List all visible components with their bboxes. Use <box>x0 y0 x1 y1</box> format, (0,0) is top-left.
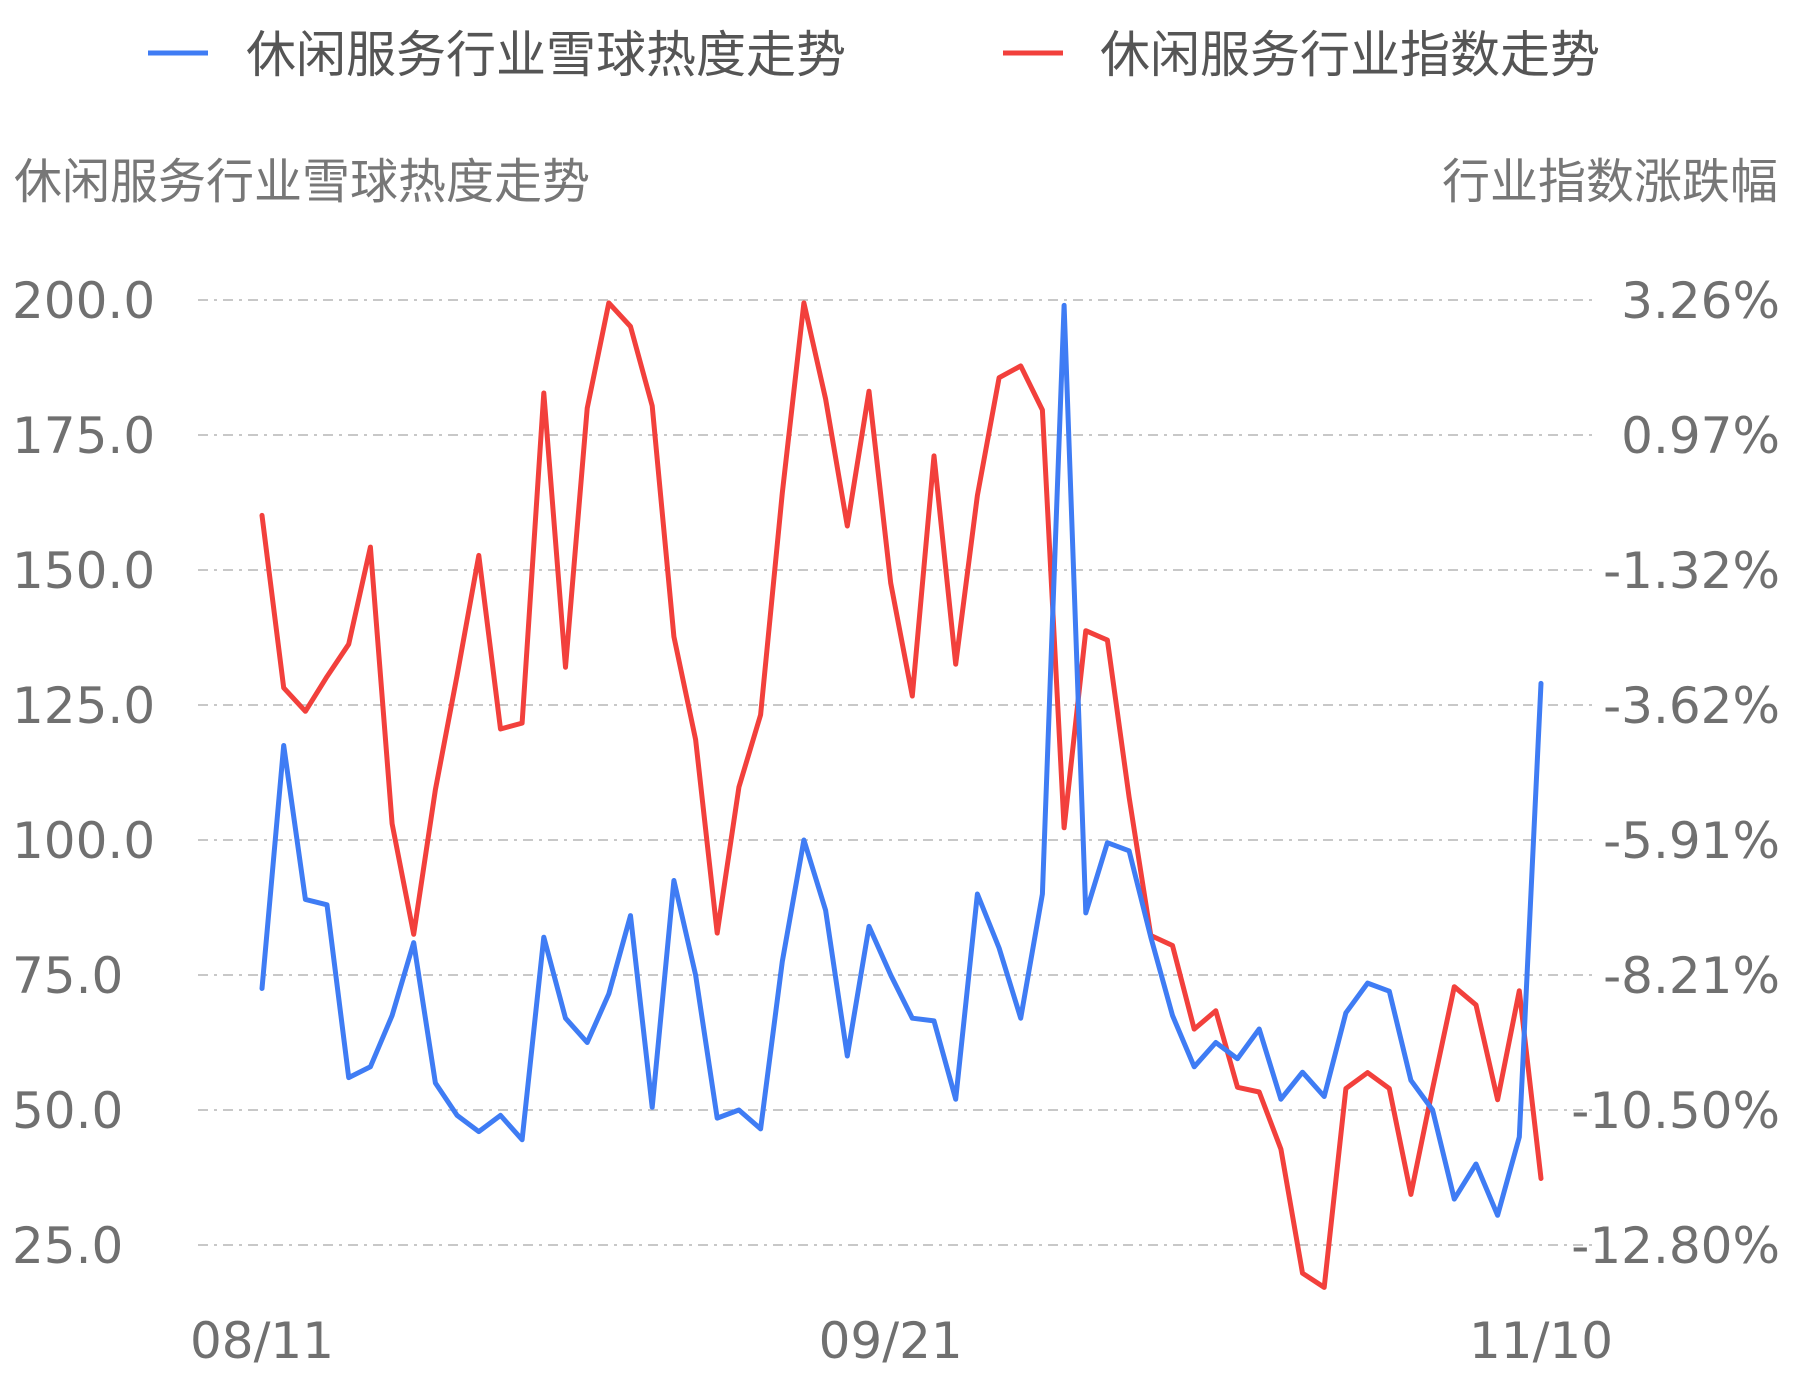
y-left-title: 休闲服务行业雪球热度走势 <box>14 154 590 210</box>
y-left-tick-labels: 200.0 175.0 150.0 125.0 100.0 75.0 50.0 25.0 <box>12 272 155 1275</box>
x-tick: 09/21 <box>819 1312 963 1370</box>
y-right-tick: -3.62% <box>1603 677 1780 735</box>
y-right-tick-labels: 3.26% 0.97% -1.32% -3.62% -5.91% -8.21% -10.50… <box>1571 272 1780 1275</box>
y-right-tick: -8.21% <box>1603 947 1780 1005</box>
y-left-tick: 125.0 <box>12 677 155 735</box>
y-right-tick: -12.80% <box>1571 1217 1780 1275</box>
gridlines <box>198 299 1595 1246</box>
y-left-tick: 25.0 <box>12 1217 123 1275</box>
y-right-tick: 0.97% <box>1621 407 1780 465</box>
x-tick-labels: 08/11 09/21 11/10 <box>190 1312 1613 1370</box>
y-right-title: 行业指数涨跌幅 <box>1442 154 1778 210</box>
series-lines <box>259 300 1544 1290</box>
y-left-tick: 50.0 <box>12 1082 123 1140</box>
series-line-index <box>259 300 1544 1290</box>
y-left-tick: 75.0 <box>12 947 123 1005</box>
y-left-tick: 175.0 <box>12 407 155 465</box>
series-line-heat <box>259 302 1544 1218</box>
y-right-tick: -5.91% <box>1603 812 1780 870</box>
y-left-tick: 100.0 <box>12 812 155 870</box>
y-left-tick: 200.0 <box>12 272 155 330</box>
x-tick: 11/10 <box>1469 1312 1613 1370</box>
x-tick: 08/11 <box>190 1312 334 1370</box>
legend-label-index: 休闲服务行业指数走势 <box>1100 26 1600 84</box>
y-left-tick: 150.0 <box>12 542 155 600</box>
y-right-tick: -1.32% <box>1603 542 1780 600</box>
legend-label-heat: 休闲服务行业雪球热度走势 <box>246 26 846 84</box>
legend: 休闲服务行业雪球热度走势 休闲服务行业指数走势 <box>148 26 1600 84</box>
y-right-tick: -10.50% <box>1571 1082 1780 1140</box>
y-right-tick: 3.26% <box>1621 272 1780 330</box>
